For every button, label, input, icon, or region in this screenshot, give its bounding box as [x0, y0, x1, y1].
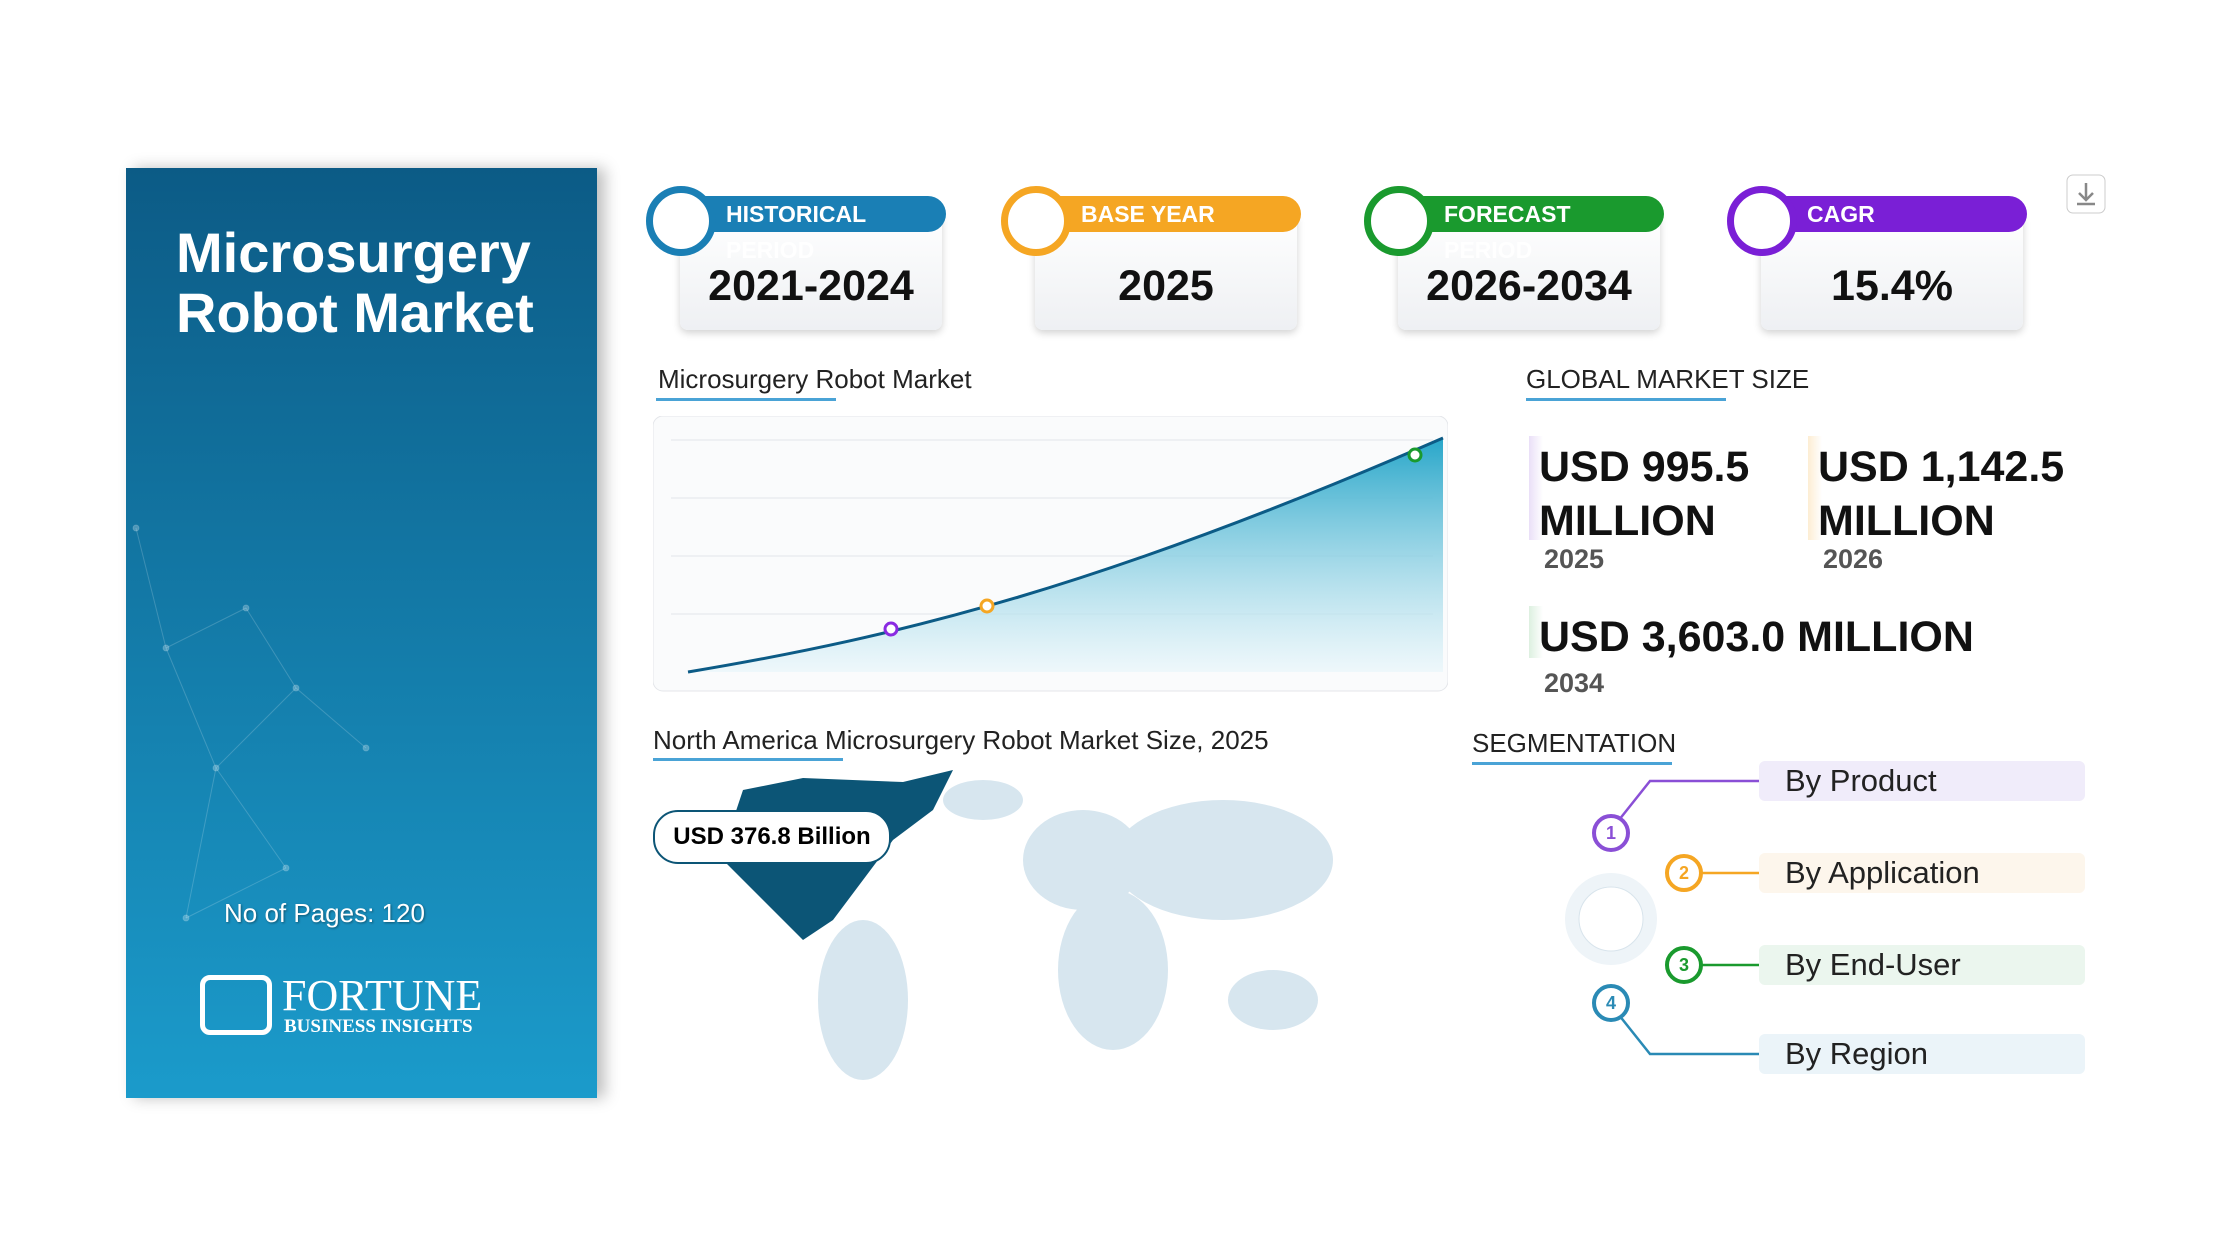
stat-value: 2025 — [1118, 262, 1214, 310]
report-title: Microsurgery Robot Market — [176, 221, 534, 344]
market-year: 2034 — [1544, 668, 1605, 698]
logo-name: FORTUNE — [282, 971, 483, 1020]
segment-label: By Product — [1759, 761, 2085, 801]
segment-number: 4 — [1592, 984, 1630, 1022]
stat-value: 2021-2024 — [708, 262, 914, 310]
trend-chart — [653, 416, 1448, 692]
logo-subtitle: BUSINESS INSIGHTS — [284, 1016, 473, 1037]
stat-icon — [1001, 186, 1071, 256]
segment-label: By Region — [1759, 1034, 2085, 1074]
section-underline — [656, 398, 836, 401]
stat-icon — [646, 186, 716, 256]
market-year: 2025 — [1544, 544, 1605, 574]
segment-label: By Application — [1759, 853, 2085, 893]
network-decoration — [132, 524, 370, 922]
market-accent — [1529, 436, 1543, 540]
market-value: USD 995.5 MILLION — [1539, 443, 1750, 545]
stat-icon — [1364, 186, 1434, 256]
download-button[interactable] — [2066, 174, 2106, 214]
market-value: USD 3,603.0 MILLION — [1539, 613, 1974, 661]
section-underline — [653, 758, 843, 761]
section-title: GLOBAL MARKET SIZE — [1526, 364, 1810, 394]
section-underline — [1526, 398, 1726, 401]
page-count: No of Pages: 120 — [224, 898, 425, 928]
section-title: North America Microsurgery Robot Market … — [653, 725, 1269, 755]
logo-icon — [200, 975, 272, 1035]
market-accent — [1529, 606, 1543, 658]
stat-icon — [1727, 186, 1797, 256]
sidebar: Microsurgery Robot Market No of Pages: 1… — [126, 168, 597, 1098]
segment-number: 1 — [1592, 814, 1630, 852]
segment-number: 2 — [1665, 854, 1703, 892]
segment-connectors — [1565, 779, 1760, 1056]
map-callout: USD 376.8 Billion — [653, 810, 891, 864]
stat-value: 15.4% — [1831, 262, 1953, 310]
section-underline — [1472, 762, 1672, 765]
segment-number: 3 — [1665, 946, 1703, 984]
stat-value: 2026-2034 — [1426, 262, 1632, 310]
section-title: Microsurgery Robot Market — [658, 364, 972, 394]
section-title: SEGMENTATION — [1472, 728, 1677, 758]
segment-label: By End-User — [1759, 945, 2085, 985]
market-value: USD 1,142.5 MILLION — [1818, 443, 2065, 545]
market-accent — [1808, 436, 1822, 540]
market-year: 2026 — [1823, 544, 1884, 574]
